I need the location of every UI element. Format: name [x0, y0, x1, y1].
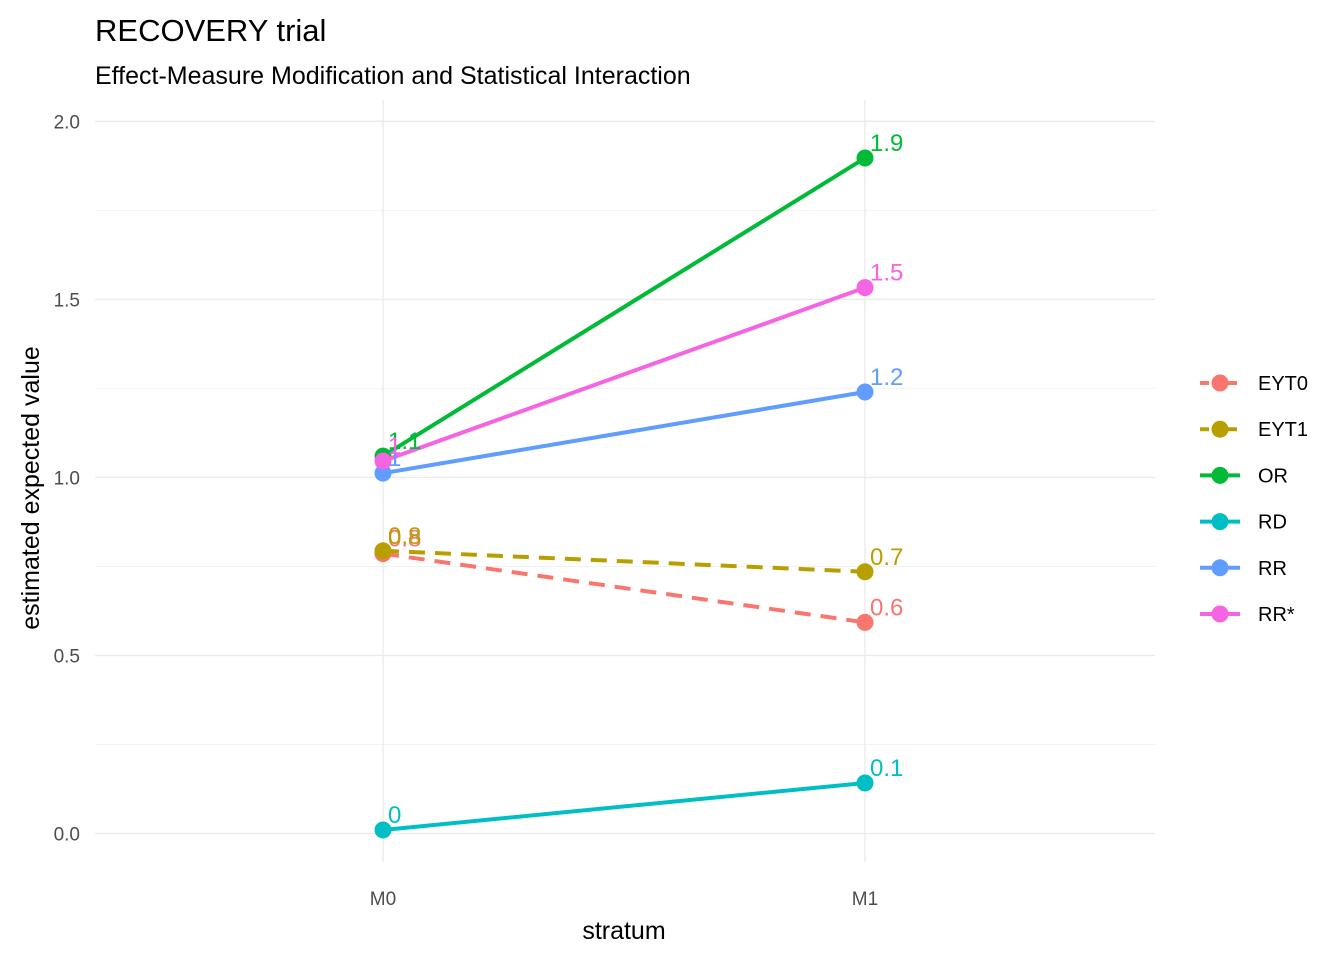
- data-label-rd: 0: [388, 802, 401, 829]
- legend-key-point-eyt0: [1211, 374, 1229, 392]
- data-point-or: [856, 149, 874, 167]
- data-label-or: 1.1: [388, 428, 421, 455]
- legend-key-point-rr: [1211, 559, 1229, 577]
- chart-subtitle: Effect-Measure Modification and Statisti…: [95, 62, 691, 90]
- data-label-rr: 1: [388, 433, 401, 460]
- series-line-eyt0: [382, 551, 866, 625]
- legend-label-eyt1: EYT1: [1258, 419, 1308, 441]
- data-point-eyt1: [856, 563, 874, 581]
- data-point-rr: [856, 279, 874, 297]
- axis-ticks: 0.0 0.5 1.0 1.5 2.0 M0 M1: [54, 112, 879, 910]
- data-labels: 0.80.60.80.71.11.900.111.211.5: [388, 130, 903, 829]
- data-label-or: 1.9: [870, 130, 903, 157]
- data-point-eyt0: [856, 613, 874, 631]
- legend-label-eyt0: EYT0: [1258, 373, 1308, 395]
- data-point-rr: [856, 383, 874, 401]
- x-tick-label: M1: [852, 889, 878, 910]
- data-point-rd: [856, 774, 874, 792]
- legend-label-rr: RR*: [1258, 604, 1295, 626]
- series-line-or: [381, 156, 867, 458]
- y-tick-label: 0.0: [54, 825, 80, 846]
- legend-label-rr: RR: [1258, 558, 1287, 580]
- data-label-eyt1: 0.7: [870, 544, 903, 571]
- y-tick-label: 0.5: [54, 646, 80, 667]
- data-label-rd: 0.1: [870, 755, 903, 782]
- x-tick-label: M0: [370, 889, 396, 910]
- data-label-eyt1: 0.8: [388, 523, 421, 550]
- legend-label-or: OR: [1258, 465, 1288, 487]
- legend-label-rd: RD: [1258, 512, 1287, 534]
- series-line-rr: [382, 285, 866, 463]
- x-axis-title: stratum: [582, 917, 665, 945]
- data-label-eyt0: 0.8: [388, 526, 421, 553]
- legend-key-point-rd: [1211, 513, 1229, 531]
- data-label-rr: 1.2: [870, 364, 903, 391]
- series-layer: [374, 149, 874, 839]
- legend: EYT0 EYT1 OR RD RR RR*: [1200, 373, 1308, 626]
- data-point-eyt1: [374, 542, 392, 560]
- legend-key-point-or: [1211, 466, 1229, 484]
- data-point-rd: [374, 821, 392, 839]
- legend-key-point-eyt1: [1211, 420, 1229, 438]
- series-line-eyt1: [382, 548, 866, 574]
- gridlines: [95, 100, 1155, 862]
- chart-title: RECOVERY trial: [95, 13, 326, 48]
- y-axis-title: estimated expected value: [17, 346, 45, 630]
- data-label-rr: 1.5: [870, 260, 903, 287]
- y-tick-label: 1.0: [54, 468, 80, 489]
- y-tick-label: 2.0: [54, 112, 80, 133]
- y-tick-label: 1.5: [54, 290, 80, 311]
- data-point-rr: [374, 464, 392, 482]
- series-line-rr: [382, 390, 866, 476]
- series-line-rd: [382, 780, 866, 832]
- data-point-rr: [374, 452, 392, 470]
- legend-key-point-rr: [1211, 605, 1229, 623]
- data-label-rr: 1: [388, 445, 401, 472]
- data-label-eyt0: 0.6: [870, 594, 903, 621]
